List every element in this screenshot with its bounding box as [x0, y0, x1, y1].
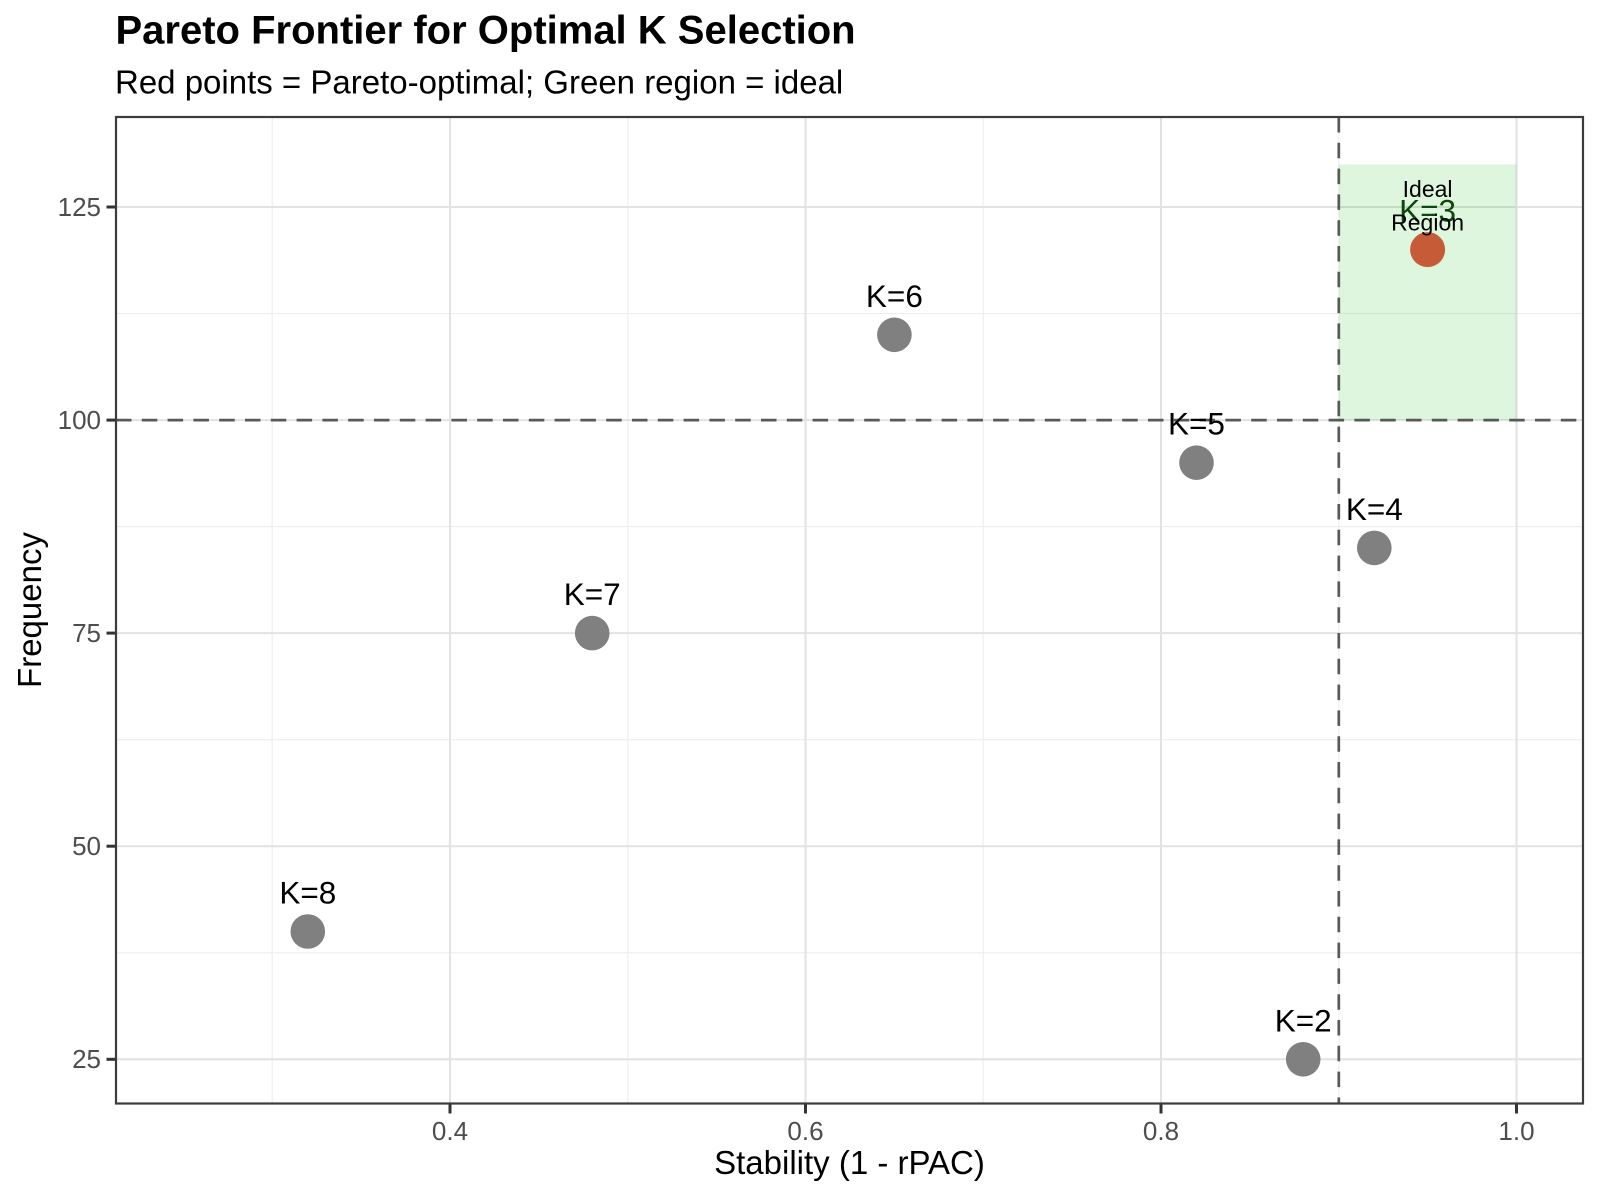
svg-text:0.6: 0.6: [787, 1116, 823, 1146]
svg-text:0.8: 0.8: [1143, 1116, 1179, 1146]
svg-text:1.0: 1.0: [1498, 1116, 1534, 1146]
svg-text:50: 50: [72, 831, 101, 861]
svg-text:75: 75: [72, 618, 101, 648]
svg-text:0.4: 0.4: [432, 1116, 468, 1146]
svg-text:Frequency: Frequency: [11, 532, 48, 688]
svg-text:K=3: K=3: [1399, 193, 1456, 229]
svg-text:125: 125: [58, 192, 101, 222]
svg-text:K=4: K=4: [1346, 491, 1403, 527]
svg-text:Stability (1 - rPAC): Stability (1 - rPAC): [714, 1144, 985, 1181]
svg-text:Ideal: Ideal: [1403, 176, 1453, 202]
svg-text:K=5: K=5: [1168, 406, 1225, 442]
svg-text:K=2: K=2: [1275, 1002, 1332, 1038]
svg-text:K=7: K=7: [564, 576, 621, 612]
svg-text:25: 25: [72, 1044, 101, 1074]
svg-text:Pareto Frontier for Optimal K: Pareto Frontier for Optimal K Selection: [116, 9, 856, 53]
svg-text:K=8: K=8: [279, 875, 336, 911]
svg-text:K=6: K=6: [866, 278, 923, 314]
svg-text:100: 100: [58, 405, 101, 435]
svg-text:Red points = Pareto-optimal; G: Red points = Pareto-optimal; Green regio…: [115, 64, 843, 101]
svg-text:Region: Region: [1391, 209, 1464, 235]
